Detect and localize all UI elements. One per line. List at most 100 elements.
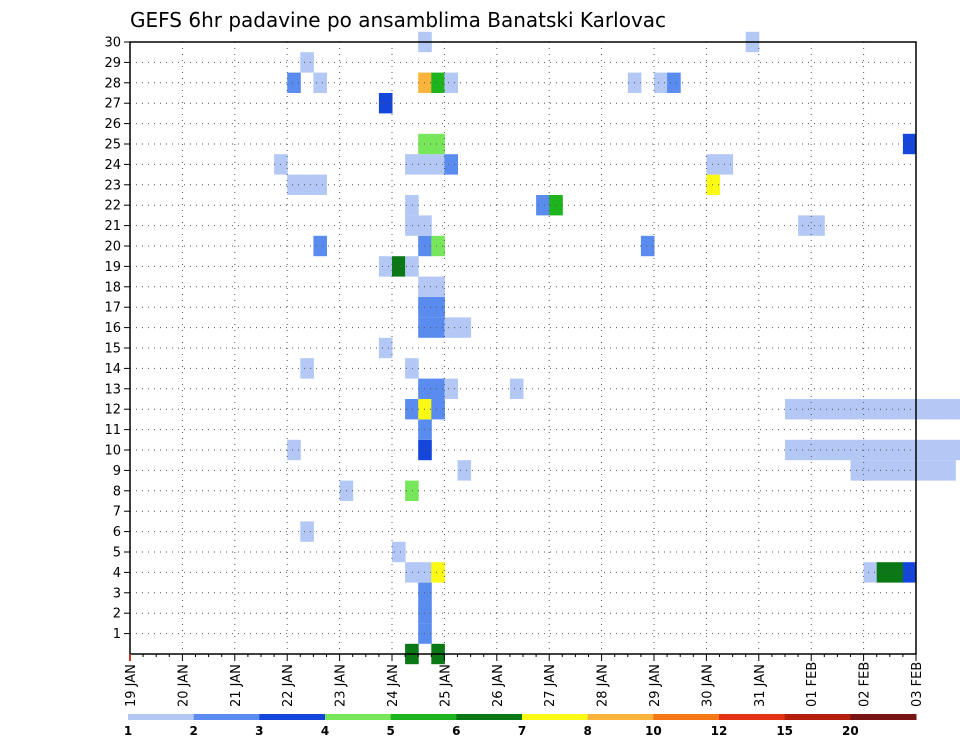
precip-cell [863,399,878,420]
precip-cell [863,439,878,461]
y-tick-label: 30 [104,36,121,51]
precip-cell [457,317,472,338]
precip-cell [287,439,301,461]
precip-cell [706,174,720,195]
precip-cell [798,215,812,236]
precip-cell [300,174,314,195]
colorbar-label: 12 [711,724,728,738]
precip-cell [811,215,825,236]
colorbar-label: 15 [776,724,793,738]
y-tick-label: 27 [104,97,121,112]
precip-cell [902,439,917,461]
y-tick-label: 26 [104,117,121,132]
y-tick-label: 3 [113,586,121,601]
colorbar-swatch [390,714,457,720]
x-tick-label: 24 JAN [386,664,401,707]
precip-cell [654,72,668,93]
x-tick-label: 22 JAN [281,664,296,707]
y-tick-label: 23 [104,178,121,193]
precip-cell [444,317,458,338]
precip-cell [863,562,878,583]
precip-cell [431,235,445,257]
y-tick-label: 10 [104,444,121,459]
precip-cell [876,460,891,481]
y-tick-label: 21 [104,219,121,234]
x-tick-label: 02 FEB [858,662,873,707]
precip-cell [431,154,445,175]
y-tick-label: 4 [113,566,121,581]
precip-cell [392,256,406,277]
precip-cell [431,297,445,318]
precip-cell [785,439,799,461]
precip-cell [916,399,930,420]
precip-cell [378,337,393,359]
colorbar-label: 5 [386,724,394,738]
precip-cell [313,174,327,195]
precip-cell [942,439,956,461]
precip-cell [811,439,825,461]
precip-cell [850,439,865,461]
precip-cell [811,399,825,420]
precip-cell [392,541,406,563]
y-tick-label: 25 [104,138,121,153]
y-tick-label: 8 [113,484,121,499]
precip-cell [405,480,419,501]
precip-cell [378,256,393,277]
colorbar-swatch [522,714,589,720]
precip-cell [916,439,930,461]
colorbar-swatch [325,714,392,720]
precip-cell [444,72,458,93]
precip-cell [405,195,419,216]
precip-cell [942,399,956,420]
precip-cell [287,174,301,195]
precip-cell [916,460,930,481]
precip-cell [536,195,550,216]
colorbar-label: 7 [518,724,526,738]
x-tick-label: 27 JAN [543,664,558,707]
precip-cell [876,439,891,461]
precip-cell [942,460,956,481]
colorbar-swatch [128,714,195,720]
y-tick-label: 1 [113,627,121,642]
y-tick-label: 17 [104,301,121,316]
precip-cell [300,52,314,73]
precip-cell [405,215,419,236]
colorbar-swatch [784,714,851,720]
precip-cell [313,72,327,93]
precip-cell [405,562,419,583]
precip-cell [889,399,904,420]
y-tick-label: 16 [104,321,121,336]
precip-cell [378,93,393,114]
colorbar-swatch [653,714,720,720]
precip-cell [509,378,524,399]
precip-cell [785,399,799,420]
precip-cell [798,399,812,420]
colorbar-label: 20 [842,724,859,738]
y-tick-label: 13 [104,382,121,397]
colorbar-label: 8 [583,724,591,738]
precip-cell [955,439,960,461]
precip-cell [431,276,445,297]
precip-cell [955,399,960,420]
y-tick-label: 22 [104,199,121,214]
y-tick-label: 9 [113,464,121,479]
precip-cell [889,439,904,461]
precip-cell [850,460,865,481]
y-tick-label: 24 [104,158,121,173]
x-tick-label: 01 FEB [805,662,820,707]
colorbar-swatch [850,714,917,720]
precip-cell [798,439,812,461]
y-tick-label: 29 [104,56,121,71]
x-tick-label: 20 JAN [176,664,191,707]
x-tick-label: 25 JAN [438,664,453,707]
precip-cell [405,358,419,379]
precip-cell [876,399,891,420]
precip-cell [405,256,419,277]
y-tick-label: 18 [104,280,121,295]
precip-cell [850,399,865,420]
precip-cell [431,133,445,155]
precip-cell [444,378,458,399]
precip-cell [876,562,891,583]
colorbar-label: 2 [189,724,197,738]
y-tick-label: 28 [104,76,121,91]
